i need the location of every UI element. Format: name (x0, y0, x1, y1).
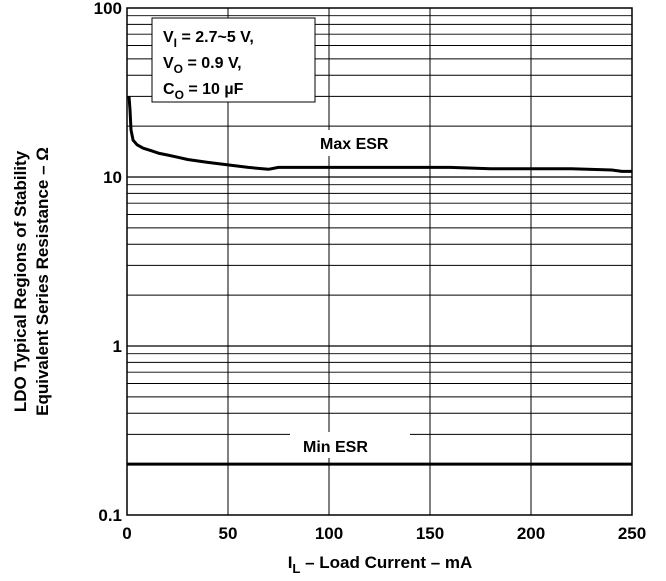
conditions-box (151, 17, 316, 103)
x-axis-label: IL – Load Current – mA (288, 553, 473, 576)
y-axis-label: LDO Typical Regions of Stability (11, 150, 30, 412)
y-tick-label: 10 (103, 168, 122, 187)
max-esr-label: Max ESR (320, 136, 389, 153)
x-tick-label: 0 (122, 524, 131, 543)
min-esr-label: Min ESR (303, 439, 368, 456)
grid-lines (126, 8, 633, 515)
y-tick-label: 0.1 (98, 506, 122, 525)
y-axis-label-line-1: LDO Typical Regions of Stability (11, 150, 30, 412)
x-tick-labels: 0 50 100 150 200 250 (122, 524, 646, 543)
x-tick-label: 200 (517, 524, 545, 543)
x-tick-label: 100 (315, 524, 343, 543)
series-lines (127, 96, 632, 466)
y-axis-label-line-2: Equivalent Series Resistance – Ω (33, 147, 52, 416)
y-tick-label: 100 (94, 0, 122, 18)
condition-vo: VO = 0.9 V, (163, 55, 242, 76)
y-axis-label-2: Equivalent Series Resistance – Ω (33, 147, 52, 416)
x-tick-label: 150 (416, 524, 444, 543)
condition-vi: VI = 2.7~5 V, (163, 29, 254, 50)
x-tick-label: 250 (618, 524, 646, 543)
plot-frame (126, 7, 633, 516)
x-tick-label: 50 (219, 524, 238, 543)
y-tick-label: 1 (113, 337, 122, 356)
max-esr-line (127, 96, 632, 173)
min-esr-label-bg (290, 432, 410, 458)
max-esr-label-bg (306, 130, 426, 156)
y-tick-labels: 0.1 1 10 100 (94, 0, 122, 525)
condition-co: CO = 10 µF (163, 81, 244, 102)
